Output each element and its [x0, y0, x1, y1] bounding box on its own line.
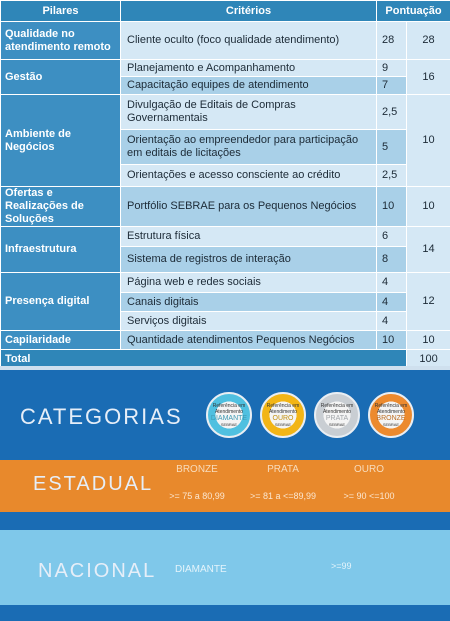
score-table: Pilares Critérios Pontuação Qualidade no…: [0, 0, 450, 369]
criterion-cell: Orientação ao empreendedor para particip…: [120, 129, 377, 165]
criterion-cell: Página web e redes sociais: [120, 272, 377, 293]
points-cell: 5: [376, 129, 407, 165]
table-row: Serviços digitais 4: [1, 311, 450, 331]
criterion-cell: Sistema de registros de interação: [120, 246, 377, 273]
band: [0, 460, 450, 512]
level-range: >= 81 a <=89,99: [249, 491, 317, 501]
table-row: Orientações e acesso consciente ao crédi…: [1, 164, 450, 187]
level-name: DIAMANTE: [175, 564, 227, 575]
points-cell: 6: [376, 226, 407, 247]
pillar-total-cell: 10: [405, 94, 450, 187]
table-row: Presença digital Página web e redes socia…: [0, 272, 450, 331]
badge: Referência em Atendimento PRATA SEBRAE: [314, 392, 360, 438]
level-range: >= 75 a 80,99: [169, 491, 225, 501]
section-title: CATEGORIAS: [20, 404, 183, 429]
badge-text: Atendimento: [268, 409, 298, 415]
badge-level: PRATA: [325, 415, 349, 422]
pillar-cell: Qualidade no atendimento remoto: [0, 21, 121, 60]
points-cell: 8: [376, 246, 407, 273]
points-cell: 4: [376, 311, 407, 331]
criterion-cell: Serviços digitais: [120, 311, 377, 331]
criterion-cell: Canais digitais: [120, 292, 377, 312]
badge: Referência em Atendimento OURO SEBRAE: [260, 392, 306, 438]
level-name: BRONZE: [176, 464, 218, 475]
badge: Referência em Atendimento DIAMANTE SEBRAE: [206, 392, 252, 438]
band: [0, 605, 450, 621]
header-cell: Pontuação: [375, 0, 450, 22]
band: [0, 530, 450, 605]
header-cell: Pilares: [0, 0, 121, 22]
badge-text: Referência em: [212, 403, 246, 409]
badge-brand: SEBRAE: [220, 422, 238, 427]
band: [0, 366, 450, 370]
badge-brand: SEBRAE: [274, 422, 292, 427]
level-range: >= 90 <=100: [343, 491, 395, 501]
table-row: Infraestrutura Estrutura física 6 14: [0, 226, 450, 273]
badge-level: BRONZE: [376, 415, 406, 422]
pillar-cell: Ambiente de Negócios: [0, 94, 121, 187]
points-cell: 10: [376, 330, 407, 350]
badge-level: OURO: [272, 415, 294, 422]
pillar-cell: Gestão: [0, 59, 121, 95]
pillar-total-cell: 16: [405, 59, 450, 95]
badge-brand: SEBRAE: [382, 422, 400, 427]
level-name: PRATA: [267, 464, 299, 475]
points-cell: 28: [376, 21, 407, 60]
level-range: >=99: [331, 561, 352, 571]
criterion-cell: Planejamento e Acompanhamento: [120, 59, 377, 77]
pillar-total-cell: 14: [405, 226, 450, 273]
criterion-cell: Divulgação de Editais de Compras Governa…: [120, 94, 377, 130]
table-row: Canais digitais 4: [1, 292, 450, 312]
badge: Referência em Atendimento BRONZE SEBRAE: [368, 392, 414, 438]
criterion-cell: Cliente oculto (foco qualidade atendimen…: [120, 21, 377, 60]
points-cell: 4: [376, 292, 407, 312]
badge-text: Referência em: [266, 403, 300, 409]
band: [0, 512, 450, 530]
pillar-total-cell: 28: [405, 21, 450, 60]
badge-level: DIAMANTE: [210, 415, 248, 422]
table-row: Gestão Planejamento e Acompanhamento 9 16: [0, 59, 450, 95]
badge-text: Atendimento: [214, 409, 244, 415]
pillar-cell: Infraestrutura: [0, 226, 121, 273]
table-row: Capilaridade Quantidade atendimentos Pequ…: [0, 330, 450, 350]
section-title: NACIONAL: [38, 560, 157, 582]
level-name: OURO: [354, 464, 384, 475]
table-row: Orientação ao empreendedor para particip…: [1, 129, 450, 165]
points-cell: 4: [376, 272, 407, 293]
points-cell: 10: [376, 186, 407, 227]
badge-brand: SEBRAE: [328, 422, 346, 427]
pillar-total-cell: 10: [405, 186, 450, 227]
pillar-total-cell: 10: [405, 330, 450, 350]
table-row: Qualidade no atendimento remoto Cliente o…: [0, 21, 450, 60]
header-row: Pilares Critérios Pontuação: [0, 0, 450, 22]
criterion-cell: Orientações e acesso consciente ao crédi…: [120, 164, 377, 187]
table-row: Capacitação equipes de atendimento 7: [1, 76, 450, 95]
points-cell: 2,5: [376, 164, 407, 187]
points-cell: 7: [376, 76, 407, 95]
pillar-cell: Capilaridade: [0, 330, 121, 350]
criterion-cell: Portfólio SEBRAE para os Pequenos Negóci…: [120, 186, 377, 227]
badge-text: Atendimento: [376, 409, 406, 415]
header-cell: Critérios: [120, 0, 377, 22]
badge-text: Referência em: [320, 403, 354, 409]
criterion-cell: Estrutura física: [120, 226, 377, 247]
section-title: ESTADUAL: [33, 473, 154, 495]
criterion-cell: Capacitação equipes de atendimento: [120, 76, 377, 95]
criterion-cell: Quantidade atendimentos Pequenos Negócio…: [120, 330, 377, 350]
pillar-cell: Ofertas e Realizações de Soluções: [0, 186, 121, 227]
table-body: Qualidade no atendimento remoto Cliente o…: [0, 21, 450, 369]
points-cell: 2,5: [376, 94, 407, 130]
table-row: Sistema de registros de interação 8: [1, 246, 450, 273]
table-row: Ofertas e Realizações de Soluções Portfól…: [0, 186, 450, 227]
badge-text: Atendimento: [322, 409, 352, 415]
badge-text: Referência em: [374, 403, 408, 409]
table-row: Ambiente de Negócios Divulgação de Editai…: [0, 94, 450, 187]
pillar-cell: Presença digital: [0, 272, 121, 331]
points-cell: 9: [376, 59, 407, 77]
pillar-total-cell: 12: [405, 272, 450, 331]
